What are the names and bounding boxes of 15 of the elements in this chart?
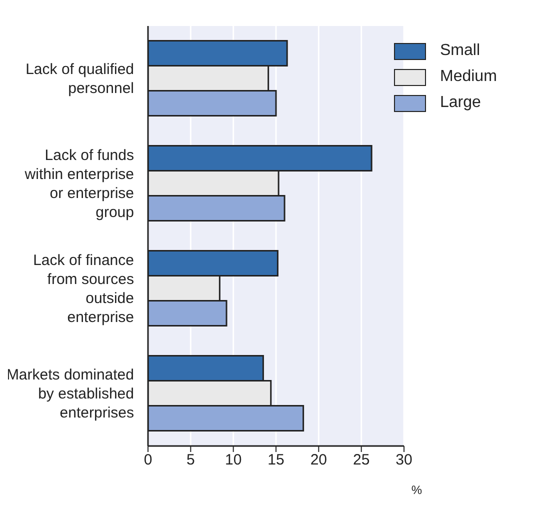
x-tick-label: 15 [268, 452, 284, 469]
y-tick-label: Markets dominated by established enterprises [6, 366, 134, 421]
x-tick-label: 25 [352, 452, 370, 469]
y-tick-label: Lack of qualified personnel [26, 60, 134, 96]
legend-label: Small [440, 42, 480, 60]
x-tick-label: 10 [224, 452, 242, 469]
x-tick-label: 0 [144, 452, 152, 469]
y-tick-label: Lack of finance from sources outside enterprise [33, 252, 134, 326]
legend-label: Medium [440, 68, 497, 86]
x-axis-title: % [411, 483, 422, 497]
x-tick-label: 5 [186, 452, 195, 469]
legend-label: Large [440, 94, 481, 112]
y-tick-label: Lack of funds within enterprise or enterprise group [24, 146, 134, 220]
x-tick-label: 20 [310, 452, 328, 469]
x-tick-label: 30 [396, 452, 412, 469]
